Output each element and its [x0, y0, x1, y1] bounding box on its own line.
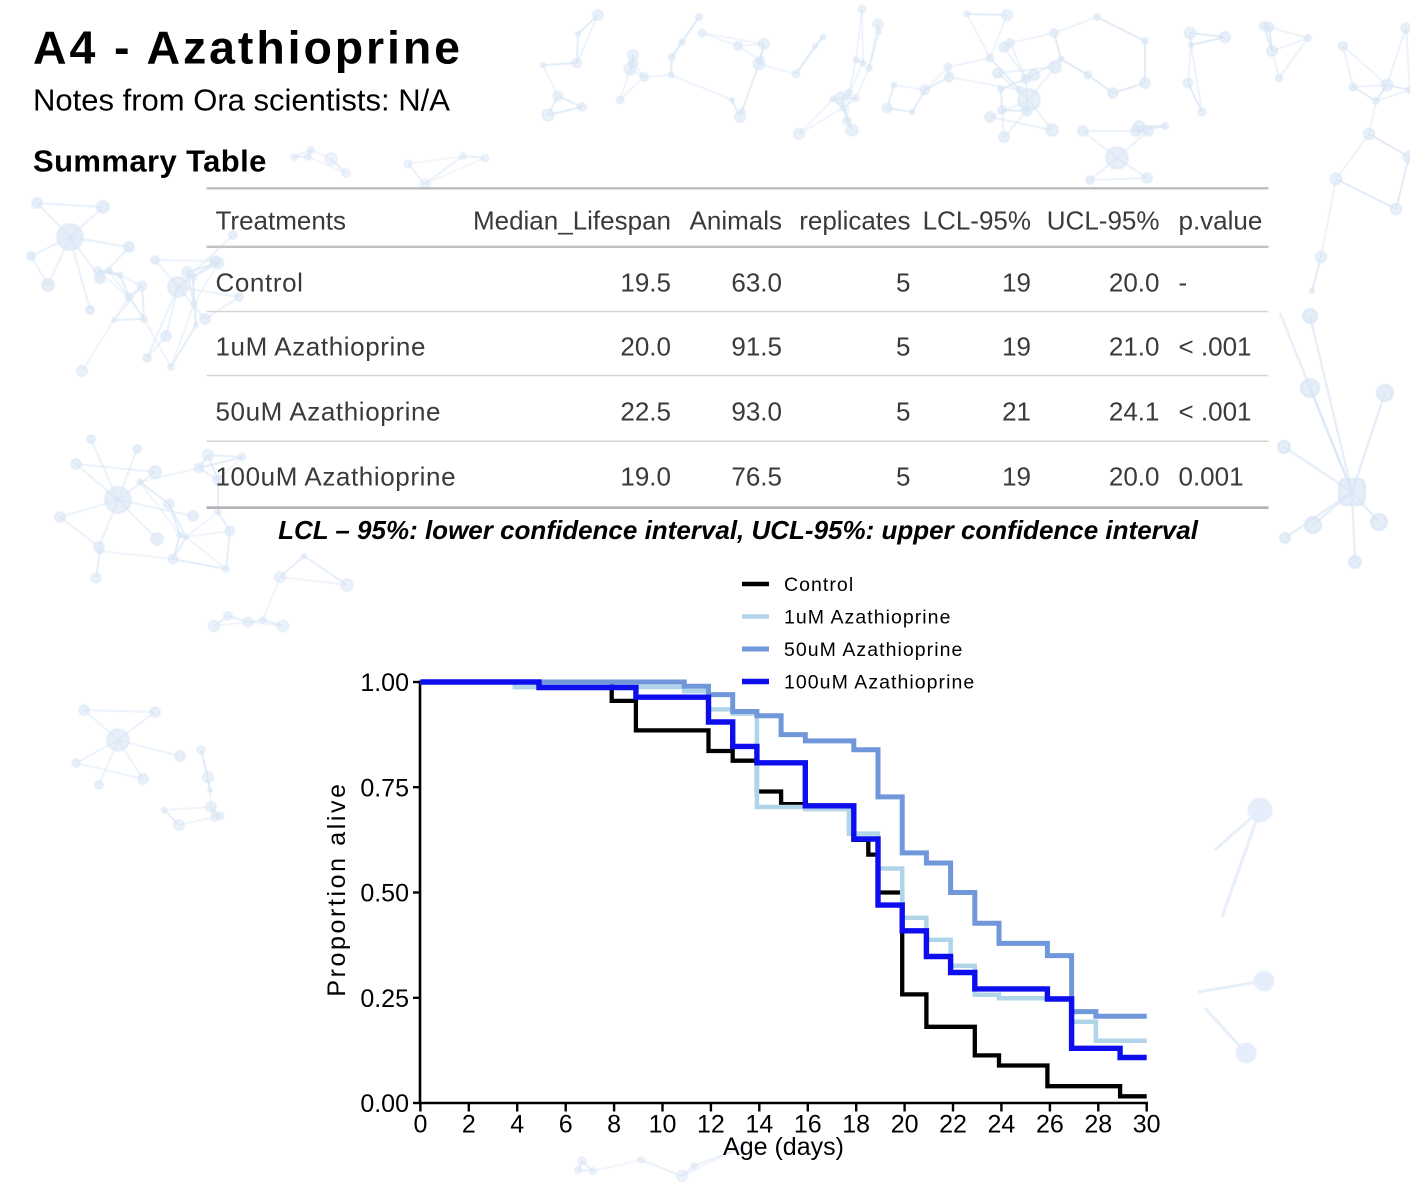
- svg-text:100uM Azathioprine: 100uM Azathioprine: [784, 672, 975, 694]
- svg-text:1.00: 1.00: [360, 669, 409, 697]
- svg-text:Summary Table: Summary Table: [33, 143, 267, 178]
- svg-text:19: 19: [1002, 462, 1031, 492]
- svg-text:1uM Azathioprine: 1uM Azathioprine: [784, 607, 951, 629]
- svg-text:0.001: 0.001: [1179, 462, 1244, 492]
- svg-text:50uM Azathioprine: 50uM Azathioprine: [216, 396, 442, 426]
- svg-text:Median_Lifespan: Median_Lifespan: [473, 205, 671, 235]
- svg-text:19.5: 19.5: [620, 267, 671, 297]
- svg-text:LCL-95%: LCL-95%: [923, 205, 1031, 235]
- svg-text:30: 30: [1133, 1111, 1161, 1139]
- svg-text:1uM Azathioprine: 1uM Azathioprine: [216, 331, 427, 361]
- svg-text:20.0: 20.0: [620, 331, 671, 361]
- svg-text:10: 10: [649, 1111, 677, 1139]
- svg-text:4: 4: [510, 1111, 524, 1139]
- svg-text:Notes from Ora scientists: N/A: Notes from Ora scientists: N/A: [33, 83, 450, 118]
- svg-text:2: 2: [462, 1111, 476, 1139]
- svg-text:A4 - Azathioprine: A4 - Azathioprine: [33, 22, 463, 74]
- svg-text:Control: Control: [784, 574, 854, 596]
- svg-text:Treatments: Treatments: [216, 205, 347, 235]
- svg-text:22.5: 22.5: [620, 396, 671, 426]
- svg-text:20.0: 20.0: [1109, 267, 1160, 297]
- svg-text:50uM Azathioprine: 50uM Azathioprine: [784, 639, 963, 661]
- svg-text:0.50: 0.50: [360, 880, 409, 908]
- svg-text:19.0: 19.0: [620, 462, 671, 492]
- svg-text:0: 0: [413, 1111, 427, 1139]
- svg-text:Animals: Animals: [690, 205, 782, 235]
- svg-text:5: 5: [896, 267, 910, 297]
- svg-text:22: 22: [939, 1111, 967, 1139]
- svg-text:100uM Azathioprine: 100uM Azathioprine: [216, 462, 457, 492]
- svg-text:21: 21: [1002, 396, 1031, 426]
- svg-text:24: 24: [988, 1111, 1016, 1139]
- svg-text:24.1: 24.1: [1109, 396, 1160, 426]
- svg-text:91.5: 91.5: [731, 331, 782, 361]
- svg-text:20.0: 20.0: [1109, 462, 1160, 492]
- svg-text:0.75: 0.75: [360, 774, 409, 802]
- svg-text:Proportion alive: Proportion alive: [323, 781, 351, 996]
- svg-text:-: -: [1179, 267, 1188, 297]
- svg-text:19: 19: [1002, 267, 1031, 297]
- svg-text:93.0: 93.0: [731, 396, 782, 426]
- svg-text:UCL-95%: UCL-95%: [1047, 205, 1160, 235]
- svg-text:< .001: < .001: [1179, 396, 1252, 426]
- svg-text:LCL – 95%: lower confidence in: LCL – 95%: lower confidence interval, UC…: [278, 515, 1199, 545]
- svg-text:18: 18: [842, 1111, 870, 1139]
- svg-text:5: 5: [896, 331, 910, 361]
- svg-text:26: 26: [1036, 1111, 1064, 1139]
- svg-text:8: 8: [607, 1111, 621, 1139]
- svg-text:0.00: 0.00: [360, 1090, 409, 1118]
- svg-text:63.0: 63.0: [731, 267, 782, 297]
- svg-text:76.5: 76.5: [731, 462, 782, 492]
- svg-text:12: 12: [697, 1111, 725, 1139]
- svg-text:Control: Control: [216, 267, 304, 297]
- svg-text:6: 6: [559, 1111, 573, 1139]
- svg-text:20: 20: [891, 1111, 919, 1139]
- svg-text:replicates: replicates: [799, 205, 910, 235]
- svg-text:p.value: p.value: [1179, 205, 1263, 235]
- svg-text:5: 5: [896, 462, 910, 492]
- svg-text:19: 19: [1002, 331, 1031, 361]
- svg-text:0.25: 0.25: [360, 985, 409, 1013]
- svg-text:28: 28: [1084, 1111, 1112, 1139]
- svg-text:Age (days): Age (days): [723, 1133, 844, 1161]
- svg-text:5: 5: [896, 396, 910, 426]
- svg-text:21.0: 21.0: [1109, 331, 1160, 361]
- svg-text:< .001: < .001: [1179, 331, 1252, 361]
